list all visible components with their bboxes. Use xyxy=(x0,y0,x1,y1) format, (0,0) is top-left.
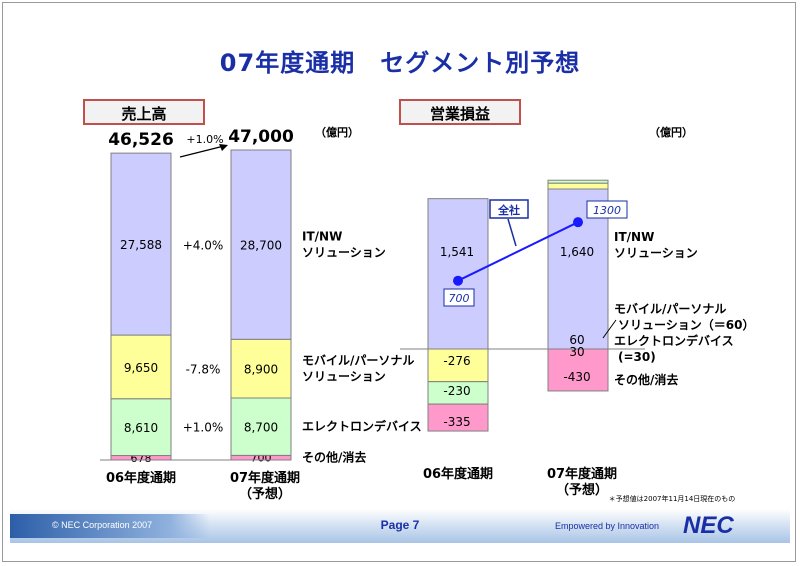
sales-section-label: 売上高 xyxy=(83,99,205,125)
sales-category-label: （予想） xyxy=(239,486,291,502)
profit-segment-name: その他/消去 xyxy=(614,372,678,387)
footer-band xyxy=(10,514,210,538)
profit-legend-connector xyxy=(602,319,617,339)
sales-value-label: 28,700 xyxy=(240,239,282,253)
sales-change-pct: +4.0% xyxy=(183,239,224,253)
sales-segment-name: その他/消去 xyxy=(302,450,366,465)
company-total-tag-pointer xyxy=(507,218,517,247)
sales-total-arrowhead xyxy=(219,144,228,151)
sales-unit: （億円） xyxy=(315,125,359,139)
footer-page-number: Page 7 xyxy=(380,518,420,532)
sales-segment-name: ソリューション xyxy=(302,246,386,260)
profit-value-label: 1,541 xyxy=(440,245,474,259)
profit-segment-name: (=30) xyxy=(618,350,656,364)
sales-total-label: 46,526 xyxy=(108,130,174,150)
profit-segment-name: エレクトロンデバイス xyxy=(614,333,734,348)
sales-category-label: 07年度通期 xyxy=(230,470,300,486)
company-total-point xyxy=(453,275,463,286)
profit-value-label: 30 xyxy=(569,345,584,359)
sales-bar-segment xyxy=(110,152,172,336)
profit-section-label: 営業損益 xyxy=(399,99,521,125)
profit-bar-segment xyxy=(427,348,489,383)
sales-value-label: 27,588 xyxy=(120,238,162,252)
profit-bar-segment xyxy=(547,182,609,190)
profit-value-label: -430 xyxy=(563,370,590,384)
profit-bar-segment xyxy=(427,198,489,350)
profit-category-label: 07年度通期 xyxy=(547,466,617,482)
profit-bar-segment xyxy=(427,403,489,432)
sales-bar-segment xyxy=(230,397,292,456)
profit-value-label: -335 xyxy=(443,415,470,429)
profit-segment-name: IT/NW xyxy=(614,230,654,244)
profit-value-label: 1,640 xyxy=(560,245,594,259)
slide-title: 07年度通期 セグメント別予想 xyxy=(219,49,581,77)
nec-logo: NEC xyxy=(683,512,734,539)
company-total-line xyxy=(457,221,579,282)
sales-bar-segment xyxy=(110,398,172,457)
sales-total-label: 47,000 xyxy=(228,127,294,147)
company-total-tag-box xyxy=(489,199,529,219)
sales-change-pct: -7.8% xyxy=(186,363,221,377)
sales-segment-name: ソリューション xyxy=(302,370,386,384)
sales-category-label: 06年度通期 xyxy=(106,470,176,486)
profit-bar-segment xyxy=(547,348,609,392)
footer-tagline: Empowered by Innovation xyxy=(555,521,660,531)
profit-value-label: -276 xyxy=(443,354,470,368)
sales-segment-name: モバイル/パーソナル xyxy=(302,354,414,368)
sales-bar-segment xyxy=(230,149,292,340)
sales-value-label: 9,650 xyxy=(124,361,158,375)
sales-change-pct: +1.0% xyxy=(183,421,224,435)
profit-segment-name: ソリューション（＝60） xyxy=(618,317,754,332)
profit-category-label: （予想） xyxy=(556,482,608,498)
company-total-value: 1300 xyxy=(593,204,621,217)
company-total-box xyxy=(586,200,628,219)
sales-total-change: +1.0% xyxy=(186,133,223,146)
sales-bar-segment xyxy=(110,334,172,400)
sales-value-label: 8,610 xyxy=(124,421,158,435)
footnote: ＊予想値は2007年11月14日現在のもの xyxy=(609,494,736,503)
profit-category-label: 06年度通期 xyxy=(423,466,493,482)
profit-unit: （億円） xyxy=(649,125,693,139)
company-total-box xyxy=(443,288,475,307)
company-total-value: 700 xyxy=(449,292,470,305)
sales-segment-name: エレクトロンデバイス xyxy=(302,419,422,434)
profit-segment-name: ソリューション xyxy=(614,246,698,260)
profit-segment-name: モバイル/パーソナル xyxy=(614,302,726,316)
profit-value-label: -230 xyxy=(443,384,470,398)
sales-segment-name: IT/NW xyxy=(302,230,342,244)
company-total-tag: 全社 xyxy=(497,203,520,217)
sales-value-label: 8,900 xyxy=(244,363,278,377)
profit-value-label: 60 xyxy=(569,333,584,347)
sales-value-label: 8,700 xyxy=(244,421,278,435)
profit-bar-segment xyxy=(547,179,609,184)
sales-total-arrow xyxy=(179,145,225,158)
footer-copyright: © NEC Corporation 2007 xyxy=(52,520,153,530)
sales-bar-segment xyxy=(230,338,292,399)
company-total-point xyxy=(573,217,583,228)
